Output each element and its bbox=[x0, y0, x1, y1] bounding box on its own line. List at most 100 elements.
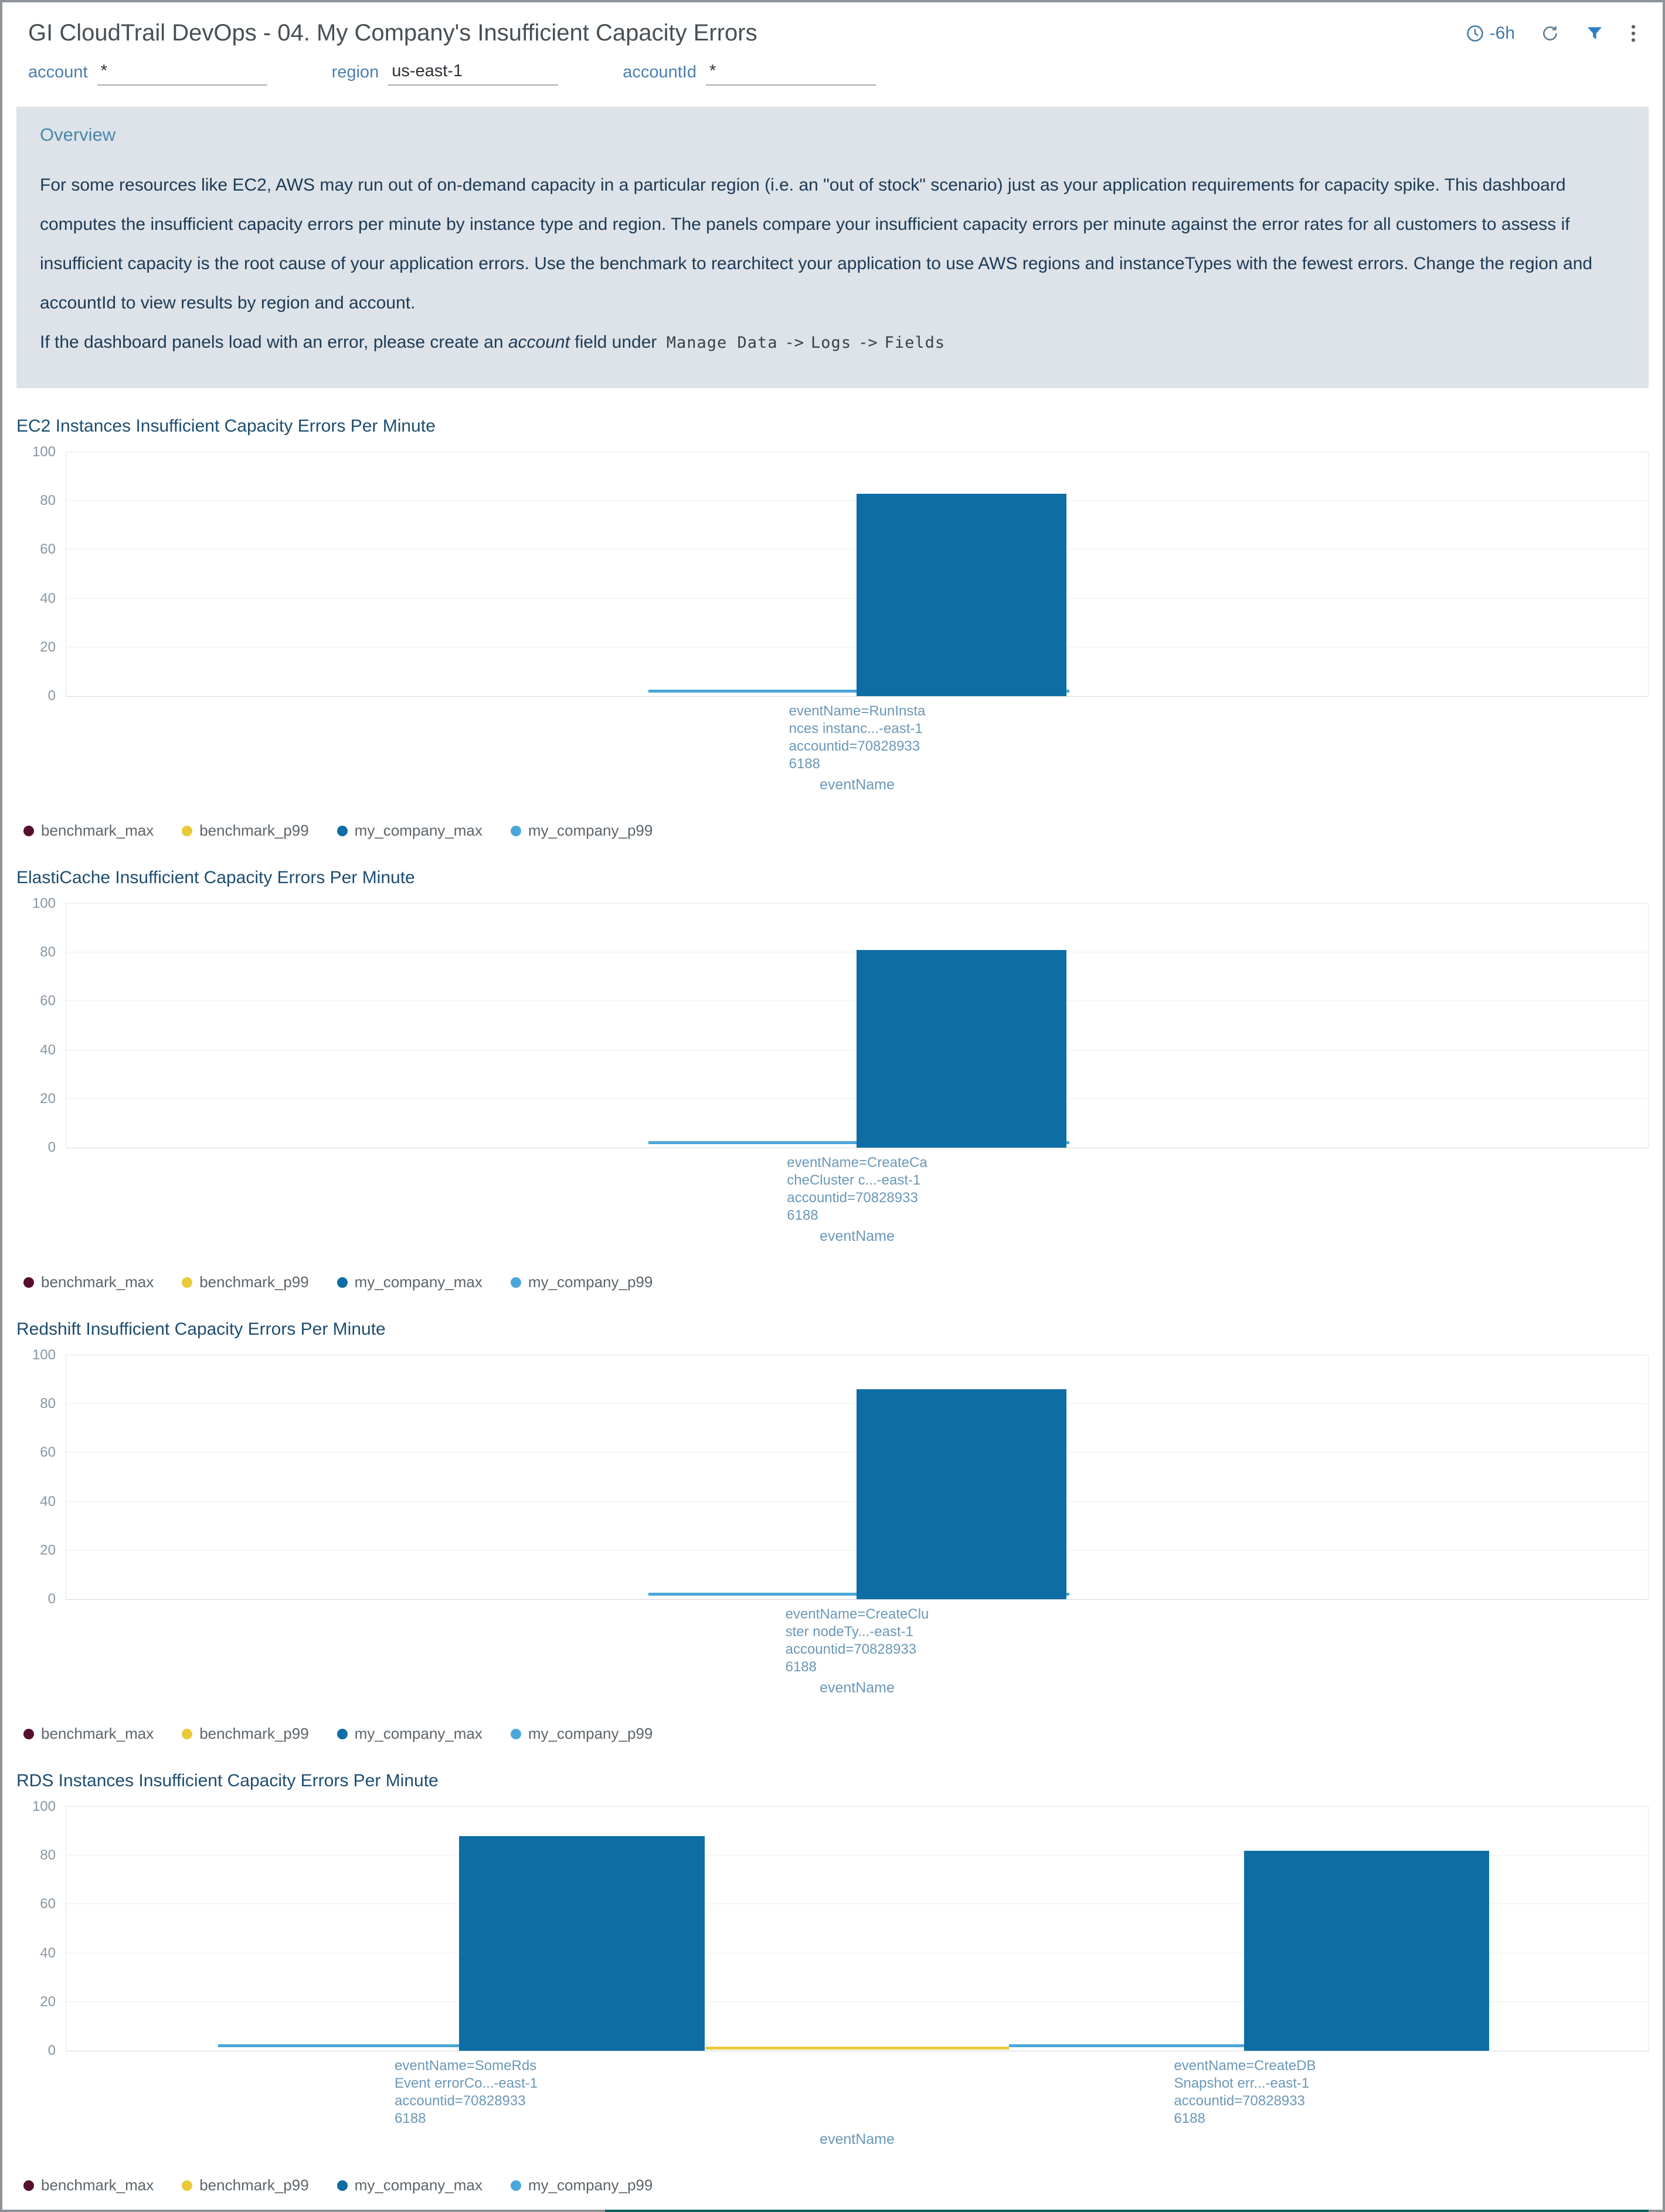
chart-plot[interactable]: 0 20 40 60 80 100 bbox=[32, 444, 1649, 704]
y-tick-label: 100 bbox=[32, 1347, 56, 1363]
legend: benchmark_max benchmark_p99 my_company_max… bbox=[23, 1725, 1649, 1743]
legend-dot bbox=[337, 825, 348, 836]
chart-plot[interactable]: 0 20 40 60 80 100 bbox=[32, 1799, 1649, 2058]
time-range-control[interactable]: -6h bbox=[1466, 23, 1515, 43]
legend-label: benchmark_p99 bbox=[199, 822, 309, 839]
legend-label: my_company_p99 bbox=[528, 822, 653, 839]
bar-my_company_max[interactable] bbox=[1243, 1850, 1489, 2051]
legend: benchmark_max benchmark_p99 my_company_max… bbox=[23, 1273, 1649, 1291]
legend-item-benchmark_max[interactable]: benchmark_max bbox=[23, 1725, 154, 1743]
legend-dot bbox=[23, 1277, 34, 1288]
filter-region-input[interactable]: us-east-1 bbox=[388, 62, 559, 86]
series-line-my_company_p99 bbox=[1009, 2044, 1260, 2047]
category-label: eventName=SomeRds Event errorCo...-east-1… bbox=[395, 2058, 538, 2126]
legend-item-my_company_max[interactable]: my_company_max bbox=[337, 1273, 482, 1291]
y-tick-label: 20 bbox=[40, 639, 56, 655]
y-tick-label: 40 bbox=[40, 1945, 56, 1961]
y-tick-label: 0 bbox=[47, 688, 56, 704]
category-label: eventName=CreateCa cheCluster c...-east-1… bbox=[787, 1155, 927, 1223]
y-tick-label: 60 bbox=[40, 993, 56, 1009]
chart-body: 0 20 40 60 80 100 eventName=CreateClu ster node… bbox=[32, 1347, 1649, 1697]
clock-icon bbox=[1466, 25, 1484, 42]
filter-account-label: account bbox=[28, 63, 88, 82]
legend-item-benchmark_max[interactable]: benchmark_max bbox=[23, 2176, 154, 2194]
filter-account: account * bbox=[28, 62, 267, 86]
y-tick-label: 40 bbox=[40, 1493, 56, 1509]
legend-dot bbox=[182, 825, 193, 836]
legend-item-my_company_max[interactable]: my_company_max bbox=[337, 2176, 482, 2194]
legend-dot bbox=[510, 1728, 521, 1739]
category-labels: eventName=SomeRds Event errorCo...-east-1… bbox=[66, 2057, 1649, 2129]
legend-label: my_company_p99 bbox=[528, 2176, 653, 2194]
filter-icon[interactable] bbox=[1585, 24, 1604, 43]
legend-item-benchmark_p99[interactable]: benchmark_p99 bbox=[182, 1273, 309, 1291]
bar-my_company_max[interactable] bbox=[459, 1836, 705, 2051]
note-code-logs: Logs bbox=[811, 334, 852, 352]
y-tick-label: 20 bbox=[40, 1993, 56, 2010]
y-tick-label: 80 bbox=[40, 944, 56, 961]
y-tick-label: 80 bbox=[40, 1396, 56, 1412]
bar-my_company_max[interactable] bbox=[856, 950, 1067, 1148]
filter-bar: account * region us-east-1 accountId * bbox=[2, 57, 1663, 103]
legend-item-my_company_p99[interactable]: my_company_p99 bbox=[510, 1273, 653, 1291]
legend-label: my_company_p99 bbox=[528, 1273, 653, 1291]
charts-container: EC2 Instances Insufficient Capacity Erro… bbox=[16, 416, 1649, 2194]
series-line-my_company_p99 bbox=[218, 2044, 478, 2047]
legend-item-my_company_p99[interactable]: my_company_p99 bbox=[510, 822, 653, 840]
x-axis-label: eventName bbox=[820, 776, 895, 793]
legend-item-benchmark_p99[interactable]: benchmark_p99 bbox=[182, 2176, 309, 2194]
y-tick-label: 60 bbox=[40, 541, 56, 558]
partial-next-panel bbox=[605, 2210, 1649, 2212]
chart-plot[interactable]: 0 20 40 60 80 100 bbox=[32, 895, 1649, 1155]
y-tick-label: 40 bbox=[40, 1041, 56, 1058]
overview-paragraph: For some resources like EC2, AWS may run… bbox=[40, 175, 1593, 313]
legend-item-my_company_max[interactable]: my_company_max bbox=[337, 822, 482, 840]
filter-account-input[interactable]: * bbox=[97, 62, 267, 86]
y-tick-label: 100 bbox=[32, 444, 56, 460]
y-tick-label: 0 bbox=[47, 2043, 56, 2058]
chart-body: 0 20 40 60 80 100 eventName=RunInsta nces insta… bbox=[32, 444, 1649, 793]
legend-label: benchmark_max bbox=[41, 822, 154, 839]
note-account-italic: account bbox=[508, 333, 570, 352]
y-tick-label: 20 bbox=[40, 1090, 56, 1107]
legend-item-benchmark_max[interactable]: benchmark_max bbox=[23, 822, 154, 840]
bar-my_company_max[interactable] bbox=[856, 1389, 1067, 1599]
filter-accountid-input[interactable]: * bbox=[705, 62, 876, 86]
legend-label: my_company_max bbox=[354, 822, 482, 839]
header-actions: -6h bbox=[1466, 23, 1637, 43]
legend-item-my_company_p99[interactable]: my_company_p99 bbox=[510, 2176, 653, 2194]
y-tick-label: 80 bbox=[40, 493, 56, 509]
y-tick-label: 40 bbox=[40, 590, 56, 606]
kebab-menu-icon[interactable] bbox=[1630, 23, 1637, 43]
filter-region-label: region bbox=[331, 63, 379, 82]
chart-title: RDS Instances Insufficient Capacity Erro… bbox=[16, 1771, 439, 1790]
chart-title: EC2 Instances Insufficient Capacity Erro… bbox=[16, 416, 436, 436]
legend-label: benchmark_p99 bbox=[199, 1725, 309, 1742]
y-tick-label: 60 bbox=[40, 1444, 56, 1461]
partial-panel-row bbox=[16, 2210, 1649, 2212]
legend-item-benchmark_p99[interactable]: benchmark_p99 bbox=[182, 1725, 309, 1743]
note-mid: field under bbox=[569, 333, 662, 352]
note-code-fields: Fields bbox=[884, 334, 946, 352]
chart-plot[interactable]: 0 20 40 60 80 100 bbox=[32, 1347, 1649, 1607]
legend-label: my_company_max bbox=[354, 1725, 482, 1742]
category-label: eventName=RunInsta nces instanc...-east-1… bbox=[789, 703, 926, 772]
note-arrow-2: -> bbox=[858, 334, 878, 352]
legend-dot bbox=[337, 2180, 348, 2191]
refresh-icon[interactable] bbox=[1541, 24, 1559, 43]
note-prefix: If the dashboard panels load with an err… bbox=[40, 333, 508, 352]
legend: benchmark_max benchmark_p99 my_company_max… bbox=[23, 2176, 1649, 2194]
chart-panel-3: RDS Instances Insufficient Capacity Erro… bbox=[16, 1771, 1649, 2194]
legend-item-my_company_max[interactable]: my_company_max bbox=[337, 1725, 482, 1743]
legend-item-my_company_p99[interactable]: my_company_p99 bbox=[510, 1725, 653, 1743]
legend-dot bbox=[23, 1728, 34, 1739]
legend-item-benchmark_p99[interactable]: benchmark_p99 bbox=[182, 822, 309, 840]
chart-title: Redshift Insufficient Capacity Errors Pe… bbox=[16, 1319, 386, 1339]
legend-dot bbox=[182, 2180, 193, 2191]
chart-panel-1: ElastiCache Insufficient Capacity Errors… bbox=[16, 868, 1649, 1291]
bar-my_company_max[interactable] bbox=[856, 493, 1067, 696]
time-range-label: -6h bbox=[1489, 23, 1515, 43]
y-tick-label: 0 bbox=[47, 1591, 56, 1607]
legend-item-benchmark_max[interactable]: benchmark_max bbox=[23, 1273, 154, 1291]
legend: benchmark_max benchmark_p99 my_company_max… bbox=[23, 822, 1649, 840]
